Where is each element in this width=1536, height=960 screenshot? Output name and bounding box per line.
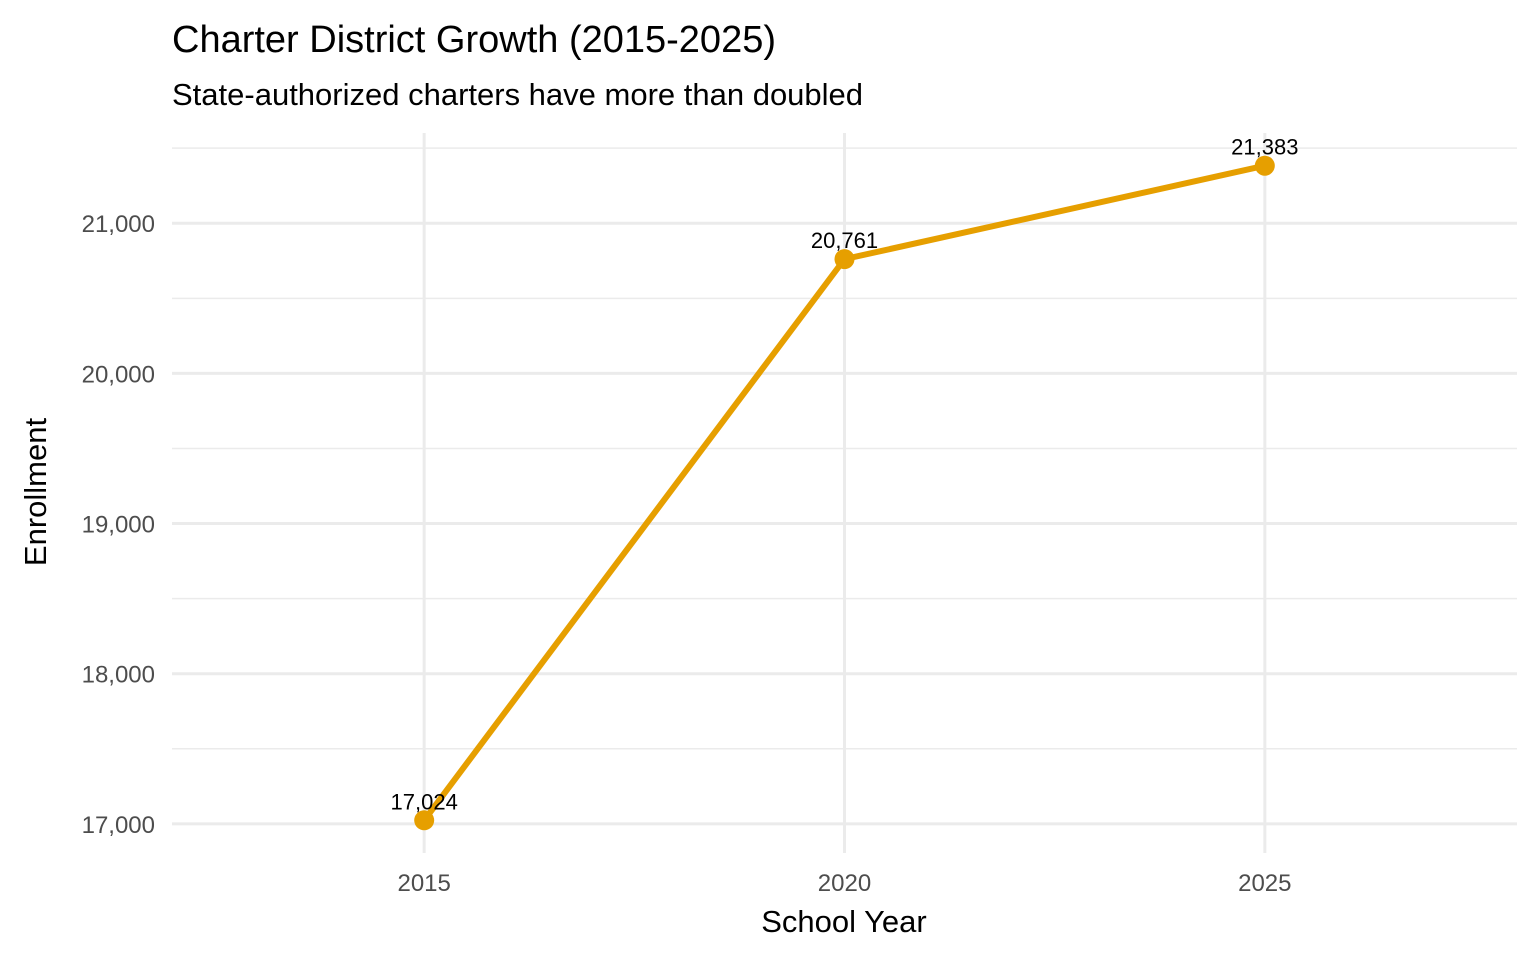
- y-tick-label: 20,000: [82, 361, 155, 388]
- y-tick-label: 19,000: [82, 512, 155, 539]
- x-tick-label: 2020: [818, 870, 871, 897]
- data-point: [1254, 155, 1275, 176]
- chart-title: Charter District Growth (2015-2025): [172, 19, 776, 61]
- data-point: [414, 810, 435, 831]
- x-tick-label: 2025: [1238, 870, 1291, 897]
- y-tick-label: 17,000: [82, 812, 155, 839]
- data-label: 17,024: [391, 789, 458, 814]
- y-axis-label: Enrollment: [18, 418, 53, 567]
- y-tick-label: 21,000: [82, 211, 155, 238]
- chart-subtitle: State-authorized charters have more than…: [172, 77, 863, 112]
- y-tick-label: 18,000: [82, 662, 155, 689]
- data-label: 21,383: [1231, 135, 1298, 160]
- x-tick-label: 2015: [397, 870, 450, 897]
- data-point: [834, 249, 855, 270]
- x-axis-label: School Year: [761, 904, 926, 939]
- data-label: 20,761: [811, 228, 878, 253]
